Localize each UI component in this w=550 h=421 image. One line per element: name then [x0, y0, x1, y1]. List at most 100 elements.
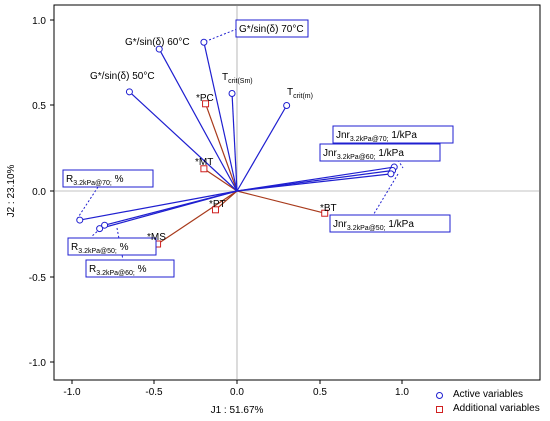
leader-line-g70 [203, 28, 238, 43]
x-tick-label: 1.0 [395, 387, 409, 398]
label-tcrit-sm-sub: crit(Sm) [228, 78, 253, 85]
y-tick-label: -0.5 [29, 273, 47, 284]
label-jnr60-sub: 3.2kPa@60; [337, 154, 376, 161]
x-axis: -1.0 -0.5 0.0 0.5 1.0 [63, 380, 409, 398]
legend-item-active: Active variables [436, 388, 540, 402]
active-vector [158, 48, 238, 192]
loading-vectors [76, 38, 398, 248]
label-r70-sub: 3.2kPa@70; [73, 180, 112, 187]
legend-label-active: Active variables [453, 389, 524, 400]
label-r60-sub: 3.2kPa@60; [96, 270, 135, 277]
label-pt: *PT [209, 199, 226, 210]
label-tcrit-sm: Tcrit(Sm) [222, 72, 253, 85]
x-tick-label: 0.5 [313, 387, 327, 398]
additional-marker-icon [436, 405, 443, 413]
active-point [228, 90, 236, 98]
variable-labels: G*/sin(δ) 70°C G*/sin(δ) 60°C G*/sin(δ) … [66, 24, 417, 277]
label-r50: R3.2kPa@50; % [71, 242, 129, 255]
label-jnr60: Jnr3.2kPa@60; 1/kPa [323, 148, 404, 161]
label-jnr70-sub: 3.2kPa@70; [350, 136, 389, 143]
y-tick-label: 1.0 [32, 16, 46, 27]
label-g60: G*/sin(δ) 60°C [125, 37, 190, 48]
label-r70-main: R [66, 174, 73, 185]
active-vector [236, 173, 391, 192]
additional-vector [236, 190, 325, 214]
label-jnr60-main: Jnr [323, 148, 338, 159]
additional-vector [157, 190, 238, 245]
label-jnr70: Jnr3.2kPa@70; 1/kPa [336, 130, 417, 143]
x-axis-title: J1 : 51.67% [211, 405, 264, 416]
active-marker-icon [436, 391, 443, 399]
active-vector [231, 93, 238, 192]
legend-item-additional: Additional variables [436, 402, 540, 416]
active-point [387, 170, 395, 178]
y-tick-label: 0.0 [32, 187, 46, 198]
label-box-jnr50 [329, 214, 451, 233]
label-tcrit-sm-main: T [222, 72, 228, 83]
label-box-g70 [235, 19, 309, 38]
label-box-r60 [85, 259, 175, 278]
label-box-jnr70 [332, 125, 454, 144]
label-tcrit-m-sub: crit(m) [293, 93, 313, 100]
label-pc: *PC [196, 93, 214, 104]
x-tick-label: -1.0 [63, 387, 81, 398]
label-r60-unit: % [135, 264, 147, 275]
additional-vector [215, 190, 238, 211]
active-point [96, 225, 104, 233]
active-vector [79, 190, 238, 221]
additional-point [321, 209, 329, 217]
label-ms: *MS [147, 232, 166, 243]
label-box-r70 [62, 169, 154, 188]
label-r50-main: R [71, 242, 78, 253]
label-g50: G*/sin(δ) 50°C [90, 71, 155, 82]
label-r50-sub: 3.2kPa@50; [78, 248, 117, 255]
leader-line-jnr50 [371, 173, 399, 218]
active-point [155, 45, 163, 53]
plot-frame [53, 4, 541, 381]
label-jnr50: Jnr3.2kPa@50; 1/kPa [333, 219, 414, 232]
active-point [76, 216, 84, 224]
additional-point [211, 206, 219, 214]
legend-label-additional: Additional variables [453, 403, 540, 414]
x-tick-label: -0.5 [145, 387, 163, 398]
label-jnr70-main: Jnr [336, 130, 351, 141]
additional-vector [203, 168, 238, 192]
active-vector [203, 42, 238, 192]
y-axis: 1.0 0.5 0.0 -0.5 -1.0 [29, 16, 54, 369]
active-vector [104, 190, 238, 226]
label-jnr70-unit: 1/kPa [389, 130, 418, 141]
label-r60-main: R [89, 264, 96, 275]
label-jnr50-main: Jnr [333, 219, 348, 230]
label-box-jnr60 [319, 143, 441, 162]
label-jnr60-unit: 1/kPa [376, 148, 405, 159]
label-jnr50-unit: 1/kPa [386, 219, 415, 230]
label-boxes [62, 19, 454, 278]
label-mt: *MT [195, 157, 213, 168]
label-jnr50-sub: 3.2kPa@50; [347, 225, 386, 232]
legend: Active variables Additional variables [436, 388, 540, 416]
additional-point [202, 100, 210, 108]
label-tcrit-m: Tcrit(m) [287, 87, 313, 100]
active-point [283, 102, 291, 109]
label-r60: R3.2kPa@60; % [89, 264, 147, 277]
label-bt: *BT [320, 203, 337, 214]
active-point [125, 88, 133, 96]
active-point [200, 38, 208, 46]
active-vector [129, 91, 238, 192]
label-g70: G*/sin(δ) 70°C [239, 24, 304, 35]
additional-vector [204, 103, 238, 192]
y-axis-title: J2 : 23.10% [6, 164, 17, 217]
additional-point [200, 165, 208, 173]
x-tick-label: 0.0 [230, 387, 244, 398]
label-r50-unit: % [117, 242, 129, 253]
label-r70-unit: % [112, 174, 124, 185]
y-tick-label: 0.5 [32, 101, 46, 112]
active-point [101, 221, 109, 229]
y-tick-label: -1.0 [29, 358, 47, 369]
active-vector [236, 105, 288, 192]
label-box-r50 [67, 237, 157, 256]
label-tcrit-m-main: T [287, 87, 293, 98]
label-r70: R3.2kPa@70; % [66, 174, 124, 187]
leader-line-r70 [76, 186, 99, 220]
